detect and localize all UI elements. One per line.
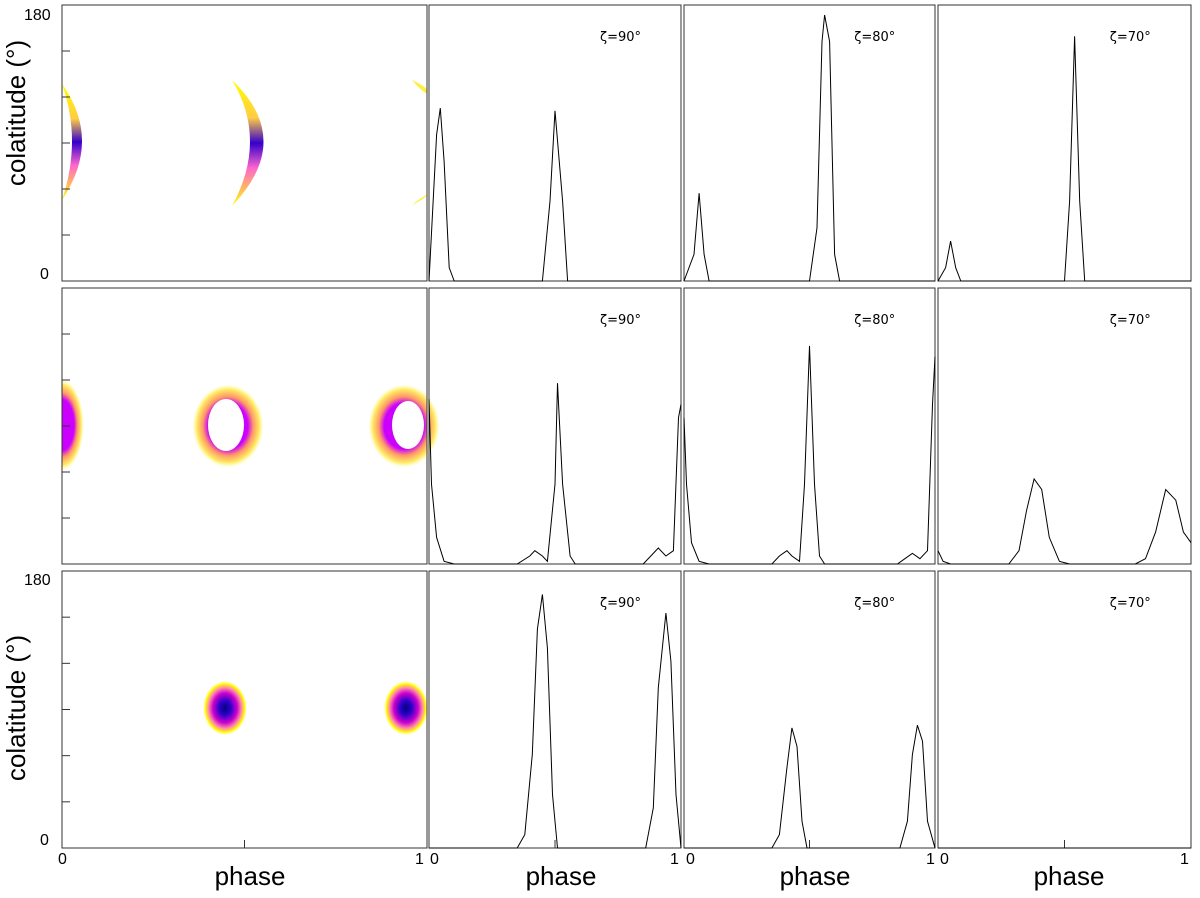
xlabel-zeta70: phase — [1034, 861, 1105, 891]
xtick-0-zeta80: 0 — [686, 851, 695, 868]
crescent-feature — [62, 84, 82, 200]
xtick-1-zeta90: 1 — [670, 851, 679, 868]
panel-frame-r3-c4 — [937, 570, 1192, 849]
zeta-label: ζ=70° — [1110, 596, 1151, 611]
panel-frame-r1-c3 — [683, 4, 936, 282]
ytick-bottom-row-1: 0 — [40, 266, 49, 283]
heatmap-row-3 — [203, 681, 428, 735]
ytick-bottom-row-3: 0 — [40, 832, 49, 849]
xtick-1-map: 1 — [415, 851, 424, 868]
zeta-labels: ζ=90° ζ=80° ζ=70° ζ=90° ζ=80° ζ=70° ζ=90° ζ=80°… — [600, 30, 1151, 611]
panel-frame-r1-c4 — [937, 4, 1192, 282]
zeta-label: ζ=80° — [854, 313, 895, 328]
xtick-0-zeta90: 0 — [430, 851, 439, 868]
panel-frame-r2-c2 — [428, 287, 682, 565]
profile-line-row3-0 — [429, 594, 682, 849]
profile-line-row3-1 — [684, 725, 936, 849]
panel-frame-r1-c1 — [61, 4, 428, 282]
zeta-label: ζ=90° — [600, 30, 641, 45]
panel-frame-r1-c2 — [428, 4, 682, 282]
ylabel-row-1: colatitude (°) — [1, 40, 31, 186]
xtick-0-map: 0 — [58, 851, 67, 868]
xlabel-zeta80: phase — [780, 861, 851, 891]
xtick-1-zeta80: 1 — [926, 851, 935, 868]
xtick-1-zeta70: 1 — [1180, 851, 1189, 868]
profile-line-row1-2 — [937, 36, 1191, 282]
panel-frame-r3-c2 — [428, 570, 682, 849]
profile-line-row1-0 — [428, 108, 681, 282]
ring-hole — [392, 401, 424, 449]
profile-line-row2-0 — [428, 383, 682, 565]
ring-hole — [208, 399, 244, 451]
crescent-feature — [412, 80, 429, 94]
heatmap-row-1 — [62, 80, 429, 206]
profile-line-row1-1 — [683, 14, 935, 282]
zeta-label: ζ=80° — [854, 30, 895, 45]
crescent-feature — [412, 194, 428, 205]
profile-lines — [428, 14, 1192, 849]
xlabel-zeta90: phase — [526, 861, 597, 891]
xtick-0-zeta70: 0 — [940, 851, 949, 868]
zeta-label: ζ=90° — [600, 596, 641, 611]
zeta-label: ζ=70° — [1110, 313, 1151, 328]
ytick-top-row-3: 180 — [24, 572, 51, 589]
spot-feature — [384, 681, 428, 735]
profile-line-row2-2 — [937, 477, 1192, 565]
zeta-label: ζ=70° — [1110, 30, 1151, 45]
ylabel-row-3: colatitude (°) — [1, 635, 31, 781]
spot-feature — [203, 681, 247, 735]
zeta-label: ζ=90° — [600, 313, 641, 328]
panel-frame-r3-c3 — [683, 570, 936, 849]
profile-line-row2-1 — [683, 345, 936, 565]
zeta-label: ζ=80° — [854, 596, 895, 611]
xlabel-map: phase — [215, 861, 286, 891]
panel-frame-r2-c3 — [683, 287, 936, 565]
crescent-feature — [232, 80, 264, 206]
panel-frame-r2-c4 — [937, 287, 1192, 565]
ytick-top-row-1: 180 — [24, 7, 51, 24]
